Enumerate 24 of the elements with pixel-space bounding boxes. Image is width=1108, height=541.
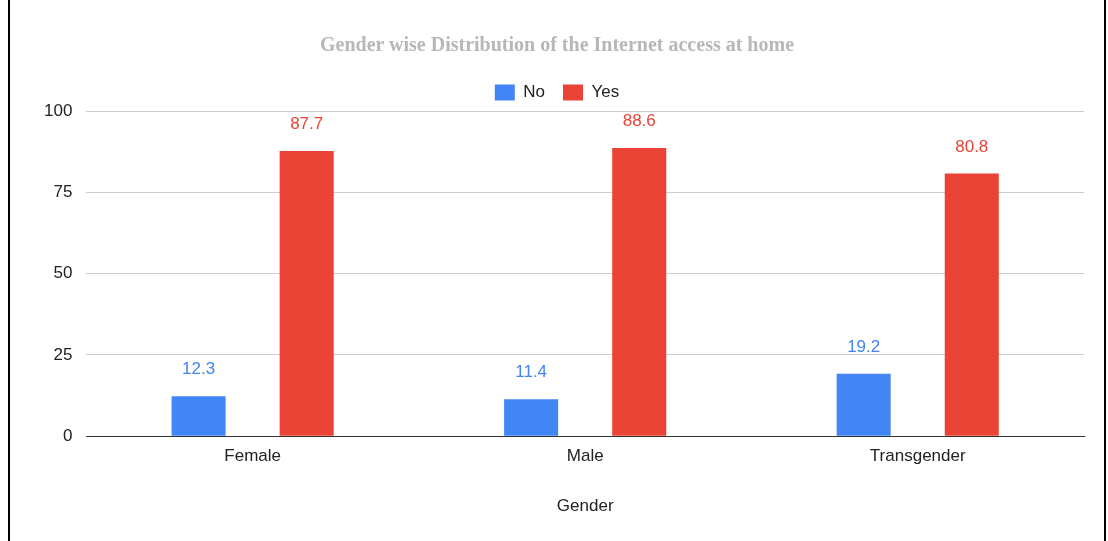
- data-label: 19.2: [847, 336, 881, 356]
- bar: [836, 373, 891, 436]
- legend-label: Yes: [591, 82, 620, 102]
- legend-label: No: [523, 82, 545, 102]
- data-label: 11.4: [515, 362, 548, 382]
- x-axis-title: Gender: [556, 496, 614, 516]
- data-label: 88.6: [622, 111, 656, 131]
- x-tick-label: Transgender: [869, 446, 966, 466]
- y-tick-label: 100: [43, 100, 73, 120]
- bar: [279, 151, 334, 436]
- y-tick-label: 25: [53, 344, 73, 364]
- bar: [612, 148, 667, 436]
- data-label: 12.3: [182, 359, 216, 379]
- y-tick-label: 0: [62, 425, 73, 445]
- data-label: 80.8: [955, 136, 989, 156]
- y-tick-label: 75: [53, 181, 73, 201]
- bar: [944, 173, 999, 436]
- x-tick-label: Male: [566, 446, 604, 466]
- bar: [171, 396, 226, 436]
- data-label: 87.7: [290, 114, 324, 134]
- x-tick-label: Female: [224, 446, 281, 466]
- bar: [504, 399, 559, 436]
- chart-title: Gender wise Distribution of the Internet access at home: [319, 33, 795, 56]
- y-tick-label: 50: [53, 263, 73, 283]
